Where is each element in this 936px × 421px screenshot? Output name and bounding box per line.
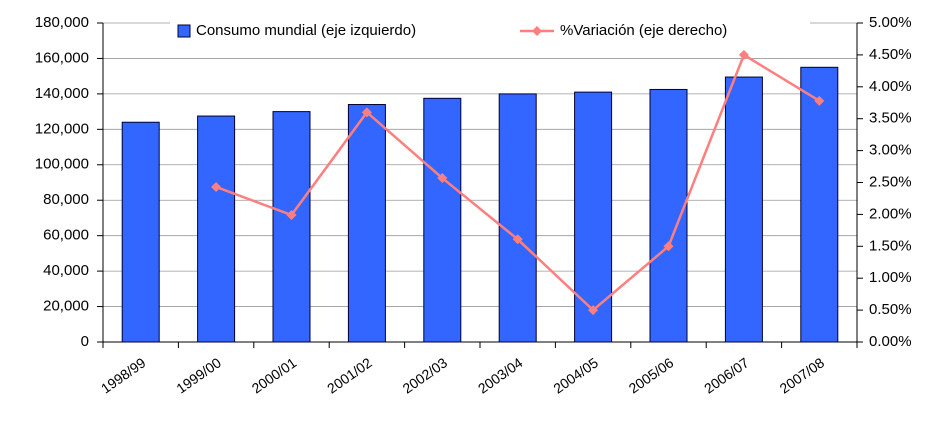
y-tick-label: 140,000 [35,85,89,102]
bar [272,111,311,343]
legend-swatch [177,24,191,38]
x-tick-label: 2004/05 [550,354,601,396]
bar [121,121,160,343]
line-marker [588,305,599,316]
bar [347,104,386,343]
y-tick-label: 0 [81,333,89,350]
bar [498,93,537,343]
y-tick-label: 180,000 [35,14,89,31]
legend-marker [532,26,542,36]
bar [423,97,462,343]
x-tick-label: 2003/04 [475,354,526,396]
legend-label: %Variación (eje derecho) [560,22,727,39]
y-tick-label: 120,000 [35,120,89,137]
y2-tick-label: 4.00% [869,78,912,95]
y-tick-label: 160,000 [35,49,89,66]
x-tick-label: 2001/02 [324,354,375,396]
line-marker [663,241,674,252]
y2-tick-label: 4.50% [869,46,912,63]
bar [574,91,613,343]
y2-tick-label: 2.00% [869,205,912,222]
bar [800,66,839,343]
x-tick-label: 1998/99 [98,354,149,396]
bar [724,76,763,343]
y2-tick-label: 1.50% [869,237,912,254]
legend-label: Consumo mundial (eje izquierdo) [196,22,416,39]
x-tick-label: 2005/06 [626,354,677,396]
line-marker [512,234,523,245]
line-marker [211,181,222,192]
y2-tick-label: 0.00% [869,333,912,350]
y2-tick-label: 3.50% [869,110,912,127]
y-tick-label: 100,000 [35,156,89,173]
y2-tick-label: 5.00% [869,14,912,31]
y2-tick-label: 2.50% [869,173,912,190]
x-tick-label: 1999/00 [173,354,224,396]
y2-tick-label: 3.00% [869,142,912,159]
y-tick-label: 40,000 [43,262,89,279]
line-marker [286,210,297,221]
x-tick-label: 2002/03 [400,354,451,396]
line-marker [738,49,749,60]
line-marker [437,173,448,184]
x-tick-label: 2007/08 [777,354,828,396]
y-tick-label: 60,000 [43,227,89,244]
bar [197,115,236,343]
line-marker [814,95,825,106]
y-tick-label: 20,000 [43,298,89,315]
legend: Consumo mundial (eje izquierdo) %Variació… [170,15,810,47]
y2-tick-label: 1.00% [869,269,912,286]
x-tick-label: 2000/01 [249,354,300,396]
legend-box [170,15,810,47]
y-tick-label: 80,000 [43,191,89,208]
y2-tick-label: 0.50% [869,301,912,318]
line-marker [361,107,372,118]
x-tick-label: 2006/07 [701,354,752,396]
